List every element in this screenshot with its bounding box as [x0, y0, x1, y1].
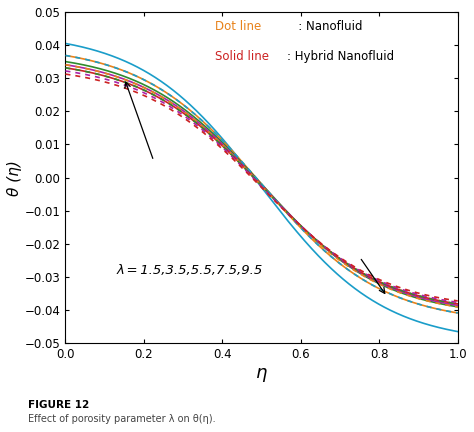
X-axis label: η: η	[256, 364, 267, 382]
Text: : Hybrid Nanofluid: : Hybrid Nanofluid	[287, 50, 394, 63]
Text: Effect of porosity parameter λ on θ(η).: Effect of porosity parameter λ on θ(η).	[28, 414, 216, 424]
Y-axis label: θ (η): θ (η)	[7, 160, 22, 196]
Text: Solid line: Solid line	[215, 50, 269, 63]
Text: Dot line: Dot line	[215, 20, 261, 33]
Text: λ = 1.5,3.5,5.5,7.5,9.5: λ = 1.5,3.5,5.5,7.5,9.5	[117, 264, 263, 277]
Text: : Nanofluid: : Nanofluid	[287, 20, 363, 33]
Text: FIGURE 12: FIGURE 12	[28, 400, 90, 410]
